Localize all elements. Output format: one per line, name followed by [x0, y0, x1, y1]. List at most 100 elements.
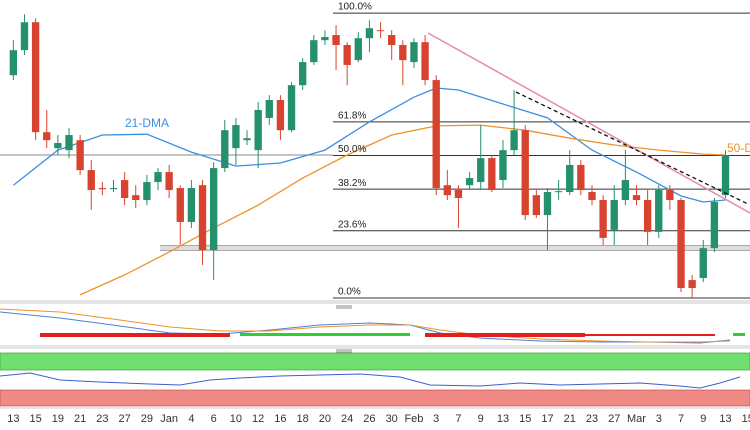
- candle-body: [243, 138, 251, 141]
- candle-body: [443, 185, 452, 196]
- candle-body: [465, 178, 474, 186]
- candle-body: [499, 150, 507, 181]
- candle-body: [532, 195, 541, 216]
- candle-body: [176, 188, 184, 222]
- x-tick-label: 10: [230, 413, 242, 425]
- candle-body: [209, 168, 218, 251]
- trend-lines: [427, 32, 750, 214]
- candle-body: [588, 192, 596, 200]
- candle-body: [666, 190, 674, 200]
- candle-body: [566, 164, 574, 193]
- x-tick-label: 15: [29, 413, 41, 425]
- candle-body: [421, 42, 429, 81]
- candle-body: [310, 40, 318, 63]
- separator-grip[interactable]: [336, 305, 352, 309]
- x-tick-label: 17: [541, 413, 553, 425]
- candle-body: [20, 22, 29, 51]
- x-tick-label: 12: [252, 413, 264, 425]
- candle-body: [65, 135, 73, 151]
- candle-body: [410, 42, 418, 63]
- candle-body: [488, 158, 496, 191]
- x-tick-label: 15: [519, 413, 531, 425]
- oscillator-panel: [0, 308, 745, 344]
- candle-body: [655, 190, 663, 232]
- candle-body: [221, 130, 229, 169]
- x-tick-label: 9: [700, 413, 706, 425]
- x-tick-label: 4: [188, 413, 194, 425]
- x-tick-label: 9: [478, 413, 484, 425]
- candle-body: [632, 195, 641, 200]
- oversold-zone: [0, 389, 750, 407]
- candle-body: [165, 172, 173, 191]
- candle-body: [554, 191, 563, 193]
- candle-body: [187, 188, 196, 222]
- separator-grip[interactable]: [336, 349, 352, 353]
- candle-body: [399, 45, 407, 61]
- candle-body: [298, 62, 307, 86]
- x-tick-label: 7: [455, 413, 461, 425]
- candle-body: [143, 182, 151, 200]
- x-tick-label: 21: [74, 413, 86, 425]
- candle-body: [365, 28, 374, 39]
- x-tick-label: Feb: [404, 413, 423, 425]
- x-tick-label: 13: [7, 413, 19, 425]
- x-tick-label: Jan: [160, 413, 178, 425]
- x-tick-label: 23: [96, 413, 108, 425]
- moving-average-line: [12, 87, 726, 203]
- x-tick-label: 26: [363, 413, 375, 425]
- candle-body: [688, 280, 696, 289]
- trend-line: [427, 32, 750, 214]
- x-axis: 13 15 19 21 23 27 29 Jan 4 6 10 12 16 18 20 24 26 30 Feb 3 7…: [7, 413, 750, 425]
- candle-body: [109, 188, 118, 190]
- panel-separator[interactable]: [0, 345, 750, 349]
- candle-body: [621, 180, 630, 200]
- candle-body: [343, 45, 351, 65]
- candle-body: [376, 30, 385, 32]
- x-tick-label: 27: [119, 413, 131, 425]
- overbought-zone: [0, 352, 750, 371]
- candle-body: [254, 109, 262, 151]
- candle-body: [9, 50, 18, 76]
- candle-body: [198, 185, 207, 251]
- support-zone: [160, 246, 750, 250]
- candle-body: [54, 143, 62, 149]
- fib-label: 50.0%: [338, 144, 366, 155]
- candle-body: [454, 190, 463, 199]
- rsi-line: [0, 372, 741, 389]
- x-tick-label: 18: [297, 413, 309, 425]
- candle-body: [31, 22, 40, 133]
- x-tick-label: 23: [586, 413, 598, 425]
- x-tick-label: 21: [564, 413, 576, 425]
- candle-body: [332, 35, 340, 46]
- candle-body: [721, 154, 730, 196]
- candle-body: [287, 85, 296, 131]
- x-tick-label: 29: [141, 413, 153, 425]
- x-tick-label: 6: [211, 413, 217, 425]
- candle-body: [388, 35, 396, 46]
- candle-body: [677, 200, 685, 289]
- moving-average-label: 21-DMA: [125, 116, 169, 130]
- histogram-negative: [40, 333, 715, 337]
- candle-body: [154, 172, 162, 183]
- candle-body: [643, 200, 652, 232]
- candle-body: [577, 164, 585, 191]
- candle-body: [699, 248, 707, 279]
- x-tick-label: 24: [341, 413, 353, 425]
- moving-average-label: 50-D: [727, 141, 750, 155]
- candle-body: [354, 38, 362, 61]
- fib-label: 0.0%: [338, 287, 361, 298]
- candle-body: [543, 192, 552, 216]
- candle-body: [43, 132, 51, 141]
- candle-body: [321, 37, 329, 41]
- x-tick-label: 3: [656, 413, 662, 425]
- panel-separator[interactable]: [0, 300, 750, 304]
- candle-body: [87, 170, 95, 191]
- candle-body: [132, 195, 140, 200]
- fib-label: 23.6%: [338, 219, 366, 230]
- candle-body: [265, 100, 273, 118]
- candle-body: [432, 80, 440, 189]
- x-tick-label: 15: [742, 413, 750, 425]
- fib-label: 61.8%: [338, 111, 366, 122]
